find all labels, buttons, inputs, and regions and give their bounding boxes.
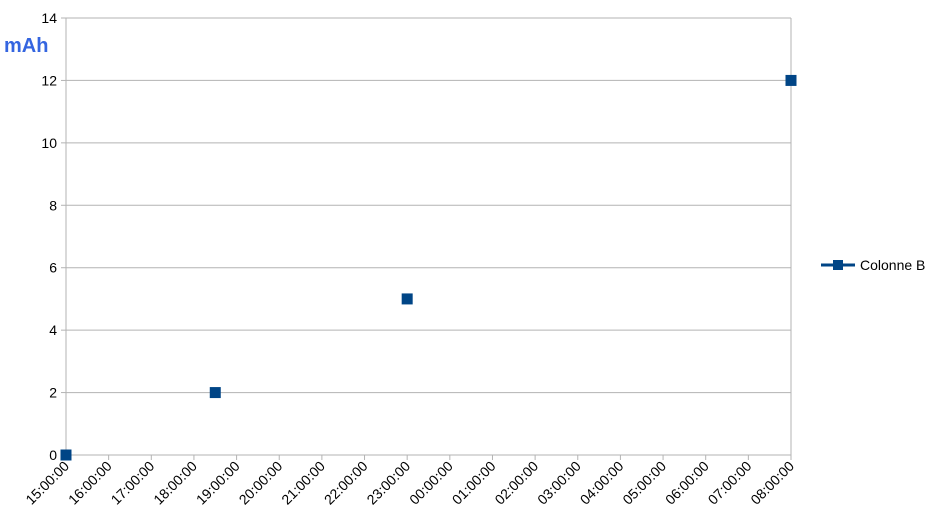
y-tick-label: 14: [41, 10, 57, 26]
y-tick-label: 8: [49, 197, 57, 213]
x-tick-label: 15:00:00: [22, 458, 72, 508]
y-tick-label: 0: [49, 447, 57, 463]
x-tick-label: 02:00:00: [491, 458, 541, 508]
y-tick-label: 12: [41, 72, 57, 88]
x-tick-label: 07:00:00: [705, 458, 755, 508]
point: [401, 293, 413, 305]
x-tick-label: 21:00:00: [278, 458, 328, 508]
x-tick-label: 04:00:00: [577, 458, 627, 508]
y-tick-label: 4: [49, 322, 57, 338]
x-tick-label: 06:00:00: [662, 458, 712, 508]
x-tick-label: 00:00:00: [406, 458, 456, 508]
x-tick-label: 16:00:00: [65, 458, 115, 508]
x-tick-label: 05:00:00: [619, 458, 669, 508]
x-tick-label: 01:00:00: [449, 458, 499, 508]
x-tick-label: 08:00:00: [747, 458, 797, 508]
y-axis-label: mAh: [4, 35, 48, 57]
x-tick-label: 20:00:00: [236, 458, 286, 508]
legend-marker: [833, 260, 843, 270]
legend-label: Colonne B: [860, 257, 925, 273]
y-tick-label: 2: [49, 385, 57, 401]
x-tick-label: 19:00:00: [193, 458, 243, 508]
y-tick-label: 6: [49, 260, 57, 276]
x-tick-label: 23:00:00: [363, 458, 413, 508]
x-tick-label: 17:00:00: [108, 458, 158, 508]
x-tick-label: 03:00:00: [534, 458, 584, 508]
x-tick-label: 18:00:00: [150, 458, 200, 508]
point: [209, 387, 221, 399]
x-tick-label: 22:00:00: [321, 458, 371, 508]
point: [60, 449, 72, 461]
point: [785, 74, 797, 86]
y-tick-label: 10: [41, 135, 57, 151]
